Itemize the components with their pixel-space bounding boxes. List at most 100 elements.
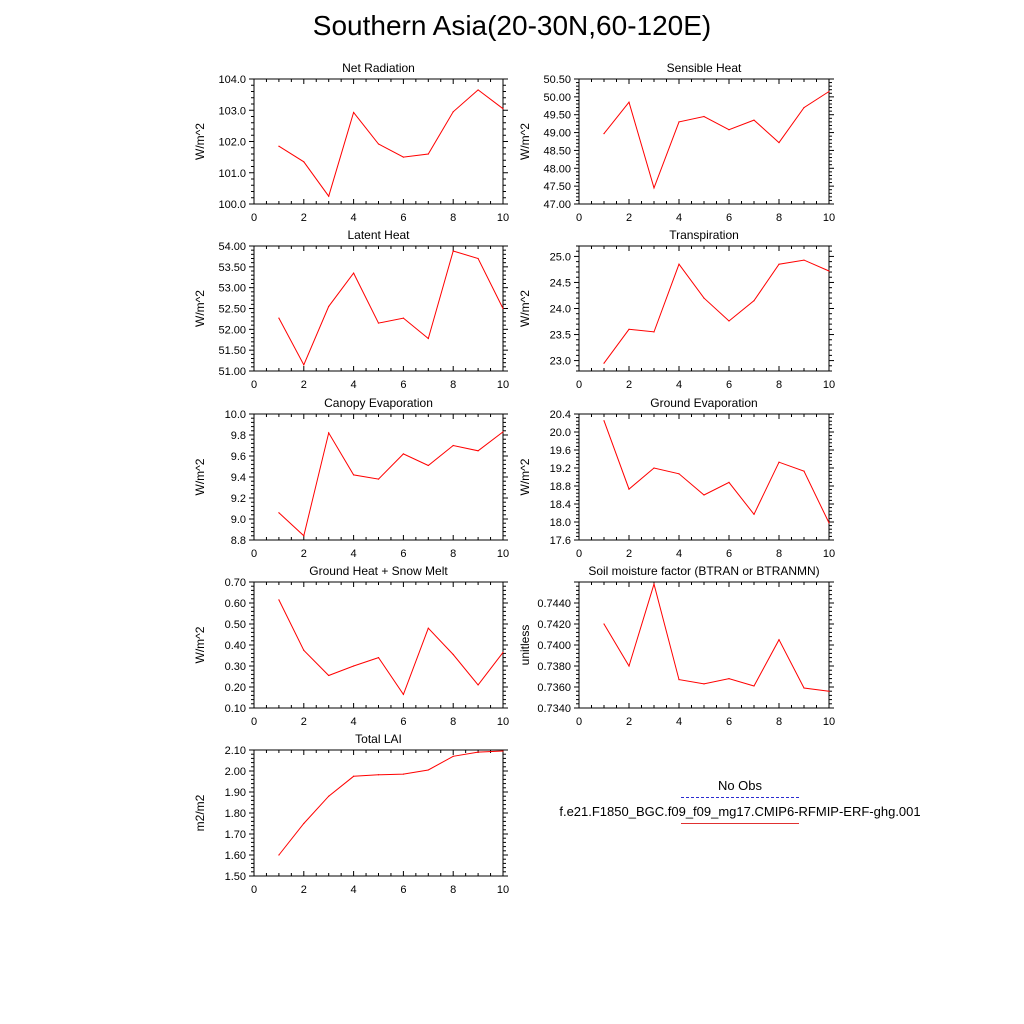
y-tick-label: 53.50	[218, 262, 246, 274]
series-line	[278, 599, 504, 696]
y-tick-label: 18.8	[550, 481, 571, 493]
data-point	[278, 512, 280, 514]
y-tick-label: 19.2	[550, 463, 571, 475]
y-tick-label: 0.50	[225, 619, 246, 631]
plot-frame	[253, 78, 504, 205]
y-axis-label: W/m^2	[518, 290, 532, 327]
y-tick-label: 0.7420	[537, 619, 571, 631]
x-tick-label: 8	[776, 212, 782, 224]
data-point	[678, 263, 680, 265]
data-point	[653, 583, 655, 585]
y-tick-label: 47.50	[543, 181, 571, 193]
panel-1: 0 2 4 6 8 10 100.0 101.0 102.0 103.0 104.0 Net Radi…	[193, 61, 509, 224]
y-tick-label: 0.7440	[537, 598, 571, 610]
data-point	[502, 431, 504, 433]
data-point	[603, 133, 605, 135]
y-tick-label: 52.00	[218, 324, 246, 336]
data-point	[377, 657, 380, 659]
data-point	[628, 665, 630, 667]
x-tick-label: 8	[450, 548, 456, 560]
panel-title: Transpiration	[669, 228, 739, 242]
data-point	[427, 337, 429, 340]
y-tick-label: 0.30	[225, 661, 246, 673]
series-line	[603, 582, 830, 692]
data-point	[603, 362, 605, 364]
data-point	[803, 687, 805, 689]
x-tick-label: 6	[726, 379, 732, 391]
data-point	[278, 854, 280, 856]
x-tick-label: 6	[400, 379, 406, 391]
panel-4: 0 2 4 6 8 10 23.0 23.5 24.0 24.5 25.0 Transpiration…	[518, 228, 835, 391]
data-point	[828, 270, 830, 272]
y-tick-label: 0.70	[225, 577, 246, 589]
x-tick-label: 0	[251, 379, 257, 391]
y-tick-label: 9.2	[231, 493, 246, 505]
data-point	[303, 822, 305, 825]
data-point	[328, 195, 330, 197]
x-tick-label: 2	[626, 716, 632, 728]
data-point	[427, 153, 429, 155]
x-tick-label: 6	[726, 716, 732, 728]
data-point	[452, 755, 454, 757]
x-tick-label: 4	[351, 548, 357, 560]
y-axis-label: W/m^2	[193, 626, 207, 663]
y-tick-label: 49.00	[543, 128, 571, 140]
panel-5: 0 2 4 6 8 10 8.8 9.0 9.2 9.4 9.6 9.8 10.0 Canopy Evap…	[193, 396, 509, 560]
data-point	[653, 331, 655, 333]
data-point	[753, 119, 755, 121]
x-tick-label: 0	[251, 212, 257, 224]
x-tick-label: 2	[301, 884, 307, 896]
y-tick-label: 53.00	[218, 283, 246, 295]
data-point	[353, 111, 355, 114]
y-tick-label: 1.60	[225, 850, 246, 862]
series-line	[278, 89, 504, 198]
y-tick-label: 51.50	[218, 345, 246, 357]
x-tick-label: 10	[497, 548, 509, 560]
panel-3: 0 2 4 6 8 10 51.00 51.50 52.00 52.50 53.00 53.50 54.…	[193, 228, 509, 391]
data-point	[452, 111, 454, 113]
y-tick-label: 1.50	[225, 871, 246, 883]
x-tick-label: 2	[626, 379, 632, 391]
data-point	[502, 651, 504, 653]
y-tick-label: 1.90	[225, 787, 246, 799]
x-tick-label: 10	[823, 716, 835, 728]
plot-frame	[578, 245, 830, 372]
x-tick-label: 10	[823, 548, 835, 560]
panel-title: Net Radiation	[342, 61, 415, 75]
y-tick-label: 52.50	[218, 304, 246, 316]
series-line	[278, 250, 504, 366]
y-tick-label: 0.7340	[537, 703, 571, 715]
x-tick-label: 6	[400, 548, 406, 560]
series-line	[278, 750, 504, 856]
panel-6: 0 2 4 6 8 10 17.6 18.0 18.4 18.8 19.2 19.6 20.0 20.4 G…	[518, 396, 835, 560]
data-point	[603, 420, 605, 422]
data-point	[703, 494, 705, 496]
data-point	[328, 674, 330, 677]
x-tick-label: 4	[351, 716, 357, 728]
data-point	[778, 263, 780, 265]
y-tick-label: 47.00	[543, 199, 571, 211]
y-tick-label: 23.5	[550, 330, 571, 342]
data-point	[427, 769, 429, 771]
data-point	[328, 432, 330, 434]
data-point	[477, 257, 479, 260]
figure-title: Southern Asia(20-30N,60-120E)	[312, 10, 712, 41]
panel-title: Soil moisture factor (BTRAN or BTRANMN)	[588, 564, 819, 578]
x-tick-label: 10	[823, 212, 835, 224]
y-tick-label: 9.6	[231, 451, 246, 463]
x-tick-label: 4	[676, 548, 682, 560]
y-tick-label: 50.50	[543, 74, 571, 86]
data-point	[452, 250, 454, 252]
x-tick-label: 6	[726, 212, 732, 224]
data-point	[353, 665, 355, 667]
y-tick-label: 48.50	[543, 145, 571, 157]
data-point	[278, 317, 280, 319]
x-tick-label: 6	[400, 716, 406, 728]
x-tick-label: 4	[351, 884, 357, 896]
y-tick-label: 100.0	[218, 199, 246, 211]
data-point	[628, 101, 630, 103]
legend-obs-label: No Obs	[717, 778, 763, 793]
data-point	[628, 488, 630, 490]
data-point	[678, 121, 680, 123]
